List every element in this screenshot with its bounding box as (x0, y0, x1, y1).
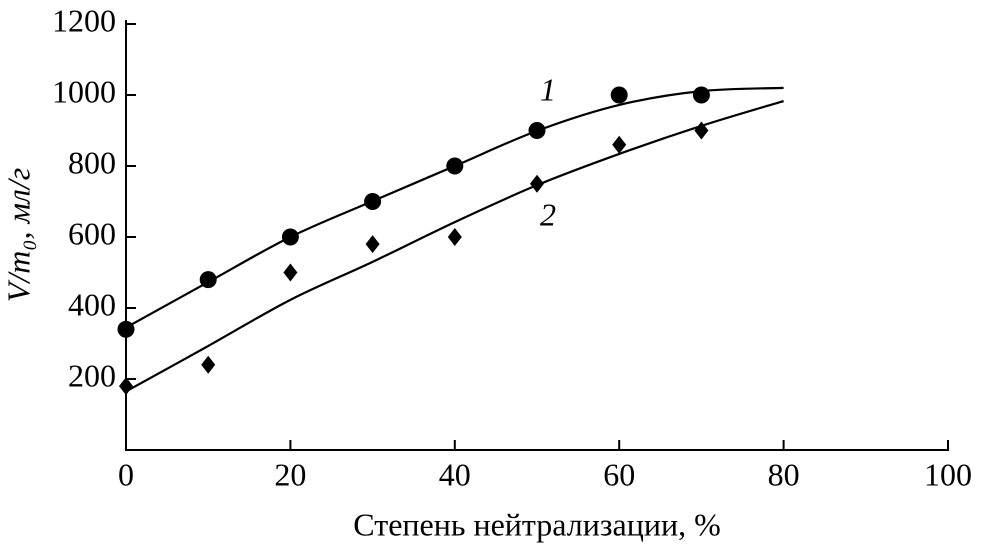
point (612, 135, 627, 154)
series-label: 1 (540, 71, 556, 107)
x-tick-label: 40 (439, 456, 471, 492)
x-tick-label: 80 (768, 456, 800, 492)
point (119, 377, 133, 396)
y-tick-label: 800 (68, 144, 116, 180)
y-tick-label: 1200 (52, 2, 116, 38)
y-tick-label: 200 (68, 357, 116, 393)
point (446, 157, 464, 175)
point (201, 355, 216, 374)
point (281, 228, 299, 246)
x-tick-label: 100 (924, 456, 972, 492)
series-label: 2 (540, 196, 556, 232)
point (364, 193, 382, 210)
y-tick-label: 400 (68, 286, 116, 322)
point (530, 174, 544, 193)
x-tick-label: 20 (274, 456, 306, 492)
y-tick-label: 1000 (52, 73, 116, 109)
point (199, 271, 217, 289)
point (365, 235, 380, 254)
x-tick-label: 0 (118, 456, 134, 492)
fit-curve (125, 86, 784, 329)
point (283, 263, 298, 282)
x-tick-label: 60 (603, 456, 635, 492)
fit-curve (125, 99, 784, 393)
y-tick-label: 600 (68, 215, 116, 251)
point (528, 122, 546, 139)
point (692, 86, 710, 104)
x-axis-label: Степень нейтрализации, % (353, 506, 720, 542)
y-axis-label: V/m₀, мл/г (0, 168, 36, 302)
point (117, 320, 135, 338)
point (447, 228, 462, 246)
point (694, 121, 709, 140)
point (610, 86, 628, 104)
